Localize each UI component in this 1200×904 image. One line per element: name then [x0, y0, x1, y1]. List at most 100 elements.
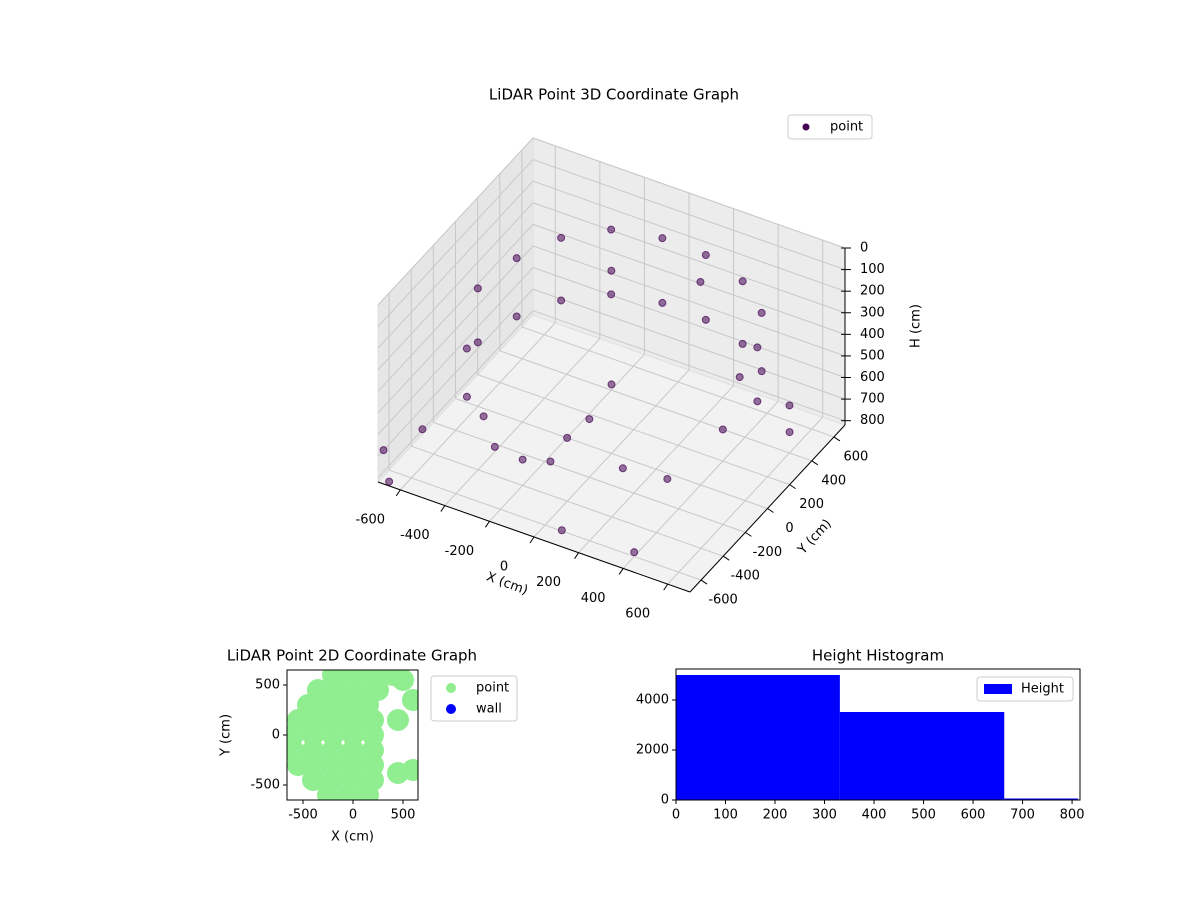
point	[392, 670, 414, 691]
x-tick-label: 500	[391, 808, 416, 823]
point	[607, 290, 616, 299]
point	[512, 254, 521, 263]
x-tick-label: 500	[911, 808, 936, 823]
plot-area	[287, 670, 418, 800]
x-tick-label: 0	[349, 808, 357, 823]
point	[663, 474, 672, 483]
grid-line	[377, 224, 534, 392]
point	[302, 769, 324, 791]
z-tick-label: 100	[860, 262, 885, 277]
tick-mark	[618, 568, 624, 575]
point	[607, 266, 616, 275]
tick-mark	[789, 484, 796, 490]
x-tick-label: -500	[288, 808, 318, 823]
point	[512, 312, 521, 321]
x-tick-label: 700	[1010, 808, 1035, 823]
tick-mark	[700, 579, 708, 585]
y-tick-label: -600	[708, 593, 738, 608]
y-tick-label: 0	[785, 521, 793, 536]
tick-mark	[833, 436, 841, 442]
legend-label: point	[476, 681, 509, 696]
grid-line	[532, 180, 846, 292]
point	[557, 296, 566, 305]
grid-line	[377, 245, 534, 414]
y-tick-label: -200	[753, 545, 783, 560]
point	[402, 689, 418, 711]
z-tick-label: 600	[860, 370, 885, 385]
point	[738, 277, 747, 286]
grid-line	[377, 202, 534, 371]
point	[658, 234, 667, 243]
bar	[839, 712, 1005, 800]
point	[557, 526, 566, 535]
point	[462, 344, 471, 353]
z-tick-label: 400	[860, 327, 885, 342]
x-axis-label: X (cm)	[331, 830, 374, 845]
tick-mark	[767, 508, 774, 513]
point	[473, 284, 482, 293]
point	[357, 784, 379, 800]
legend-label: Height	[1021, 682, 1064, 697]
grid-line	[411, 445, 724, 557]
grid-line	[499, 350, 812, 462]
x-tick-label: 300	[812, 808, 837, 823]
grid-line	[377, 159, 534, 327]
x-tick-label: -200	[445, 544, 475, 559]
y-tick-label: -500	[250, 778, 280, 793]
axis-line	[377, 481, 691, 593]
point	[785, 401, 794, 410]
point	[287, 754, 309, 776]
point	[385, 477, 394, 486]
grid-line	[455, 398, 768, 509]
point	[546, 457, 555, 466]
axis-line	[689, 424, 846, 593]
point	[387, 709, 409, 731]
chart-title: Height Histogram	[812, 647, 944, 665]
x-tick-label: 800	[1060, 808, 1085, 823]
y-tick-label: 600	[844, 449, 869, 464]
y-tick-label: 200	[799, 497, 824, 512]
point	[462, 392, 471, 401]
y-tick-label: -400	[730, 569, 760, 584]
z-tick-label: 700	[860, 392, 885, 407]
point	[557, 233, 566, 242]
chart-title: LiDAR Point 2D Coordinate Graph	[227, 647, 477, 665]
point	[630, 548, 639, 557]
legend-label: wall	[476, 702, 502, 717]
tick-mark	[811, 460, 819, 466]
grid-line	[377, 180, 534, 349]
point	[585, 415, 594, 424]
point	[718, 425, 727, 434]
grid-line	[433, 421, 746, 533]
tick-mark	[440, 505, 446, 512]
x-tick-label: 200	[763, 808, 788, 823]
z-axis-label: H (cm)	[909, 304, 924, 348]
bar	[676, 675, 840, 800]
grid-line	[532, 159, 846, 271]
point	[785, 428, 794, 437]
point	[696, 277, 705, 286]
y-axis-label: Y (cm)	[795, 517, 835, 559]
legend-box	[787, 114, 873, 140]
point	[479, 412, 488, 421]
tick-mark	[395, 489, 401, 497]
x-tick-label: 400	[581, 591, 606, 606]
point	[618, 464, 627, 473]
y-tick-label: 2000	[636, 743, 669, 758]
z-tick-label: 0	[860, 241, 868, 256]
x-tick-label: 600	[625, 607, 650, 622]
grid-line	[532, 245, 846, 357]
grid-line	[477, 374, 790, 486]
x-tick-label: 200	[536, 575, 561, 590]
y-tick-label: 500	[255, 678, 280, 693]
x-tick-label: 0	[500, 560, 508, 575]
x-tick-label: 600	[961, 808, 986, 823]
z-tick-label: 300	[860, 305, 885, 320]
point	[753, 343, 762, 352]
point	[418, 425, 427, 434]
point	[735, 373, 744, 382]
point	[701, 251, 710, 260]
legend-marker	[446, 683, 456, 693]
point	[337, 784, 359, 800]
chart-title: LiDAR Point 3D Coordinate Graph	[489, 86, 739, 104]
